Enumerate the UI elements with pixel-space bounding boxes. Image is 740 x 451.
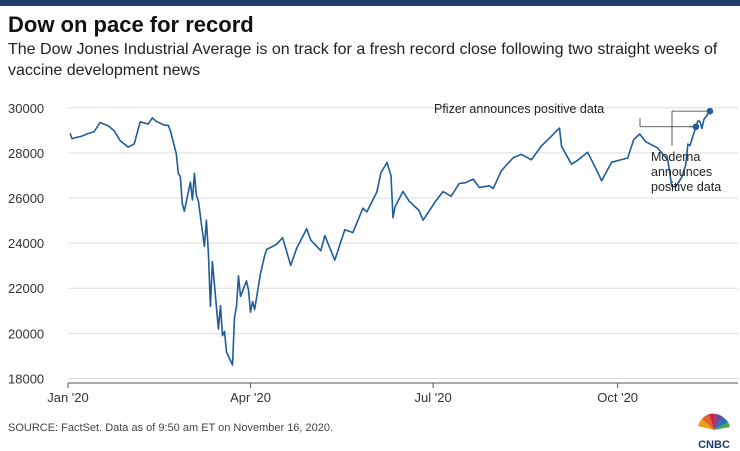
y-tick-label: 18000 <box>8 371 44 386</box>
chart-title: Dow on pace for record <box>8 12 254 37</box>
y-tick-label: 24000 <box>8 236 44 251</box>
y-tick-label: 22000 <box>8 281 44 296</box>
cnbc-logo: CNBC <box>698 413 730 450</box>
source-note: SOURCE: FactSet. Data as of 9:50 am ET o… <box>8 422 334 434</box>
pfizer-annotation: Pfizer announces positive data <box>434 102 604 116</box>
moderna-marker <box>706 107 714 115</box>
moderna-annotation: Moderna announces positive data <box>651 150 721 194</box>
annotations: Pfizer announces positive data Moderna ann… <box>434 102 721 194</box>
logo-wordmark: CNBC <box>698 439 730 450</box>
x-tick-label: Apr '20 <box>230 390 271 405</box>
x-tick-label: Oct '20 <box>597 390 638 405</box>
chart-subtitle: The Dow Jones Industrial Average is on t… <box>8 41 718 79</box>
y-tick-label: 30000 <box>8 101 44 116</box>
x-tick-label: Jan '20 <box>47 390 89 405</box>
series-layer <box>69 110 711 366</box>
y-tick-label: 20000 <box>8 326 44 341</box>
x-tick-label: Jul '20 <box>415 390 452 405</box>
y-tick-label: 26000 <box>8 191 44 206</box>
top-accent-bar <box>0 0 740 6</box>
peacock-icon <box>698 413 730 430</box>
pfizer-marker <box>692 123 700 131</box>
y-axis-labels: 18000 20000 22000 24000 26000 28000 30000 <box>8 101 44 387</box>
dow-series-line <box>69 110 711 366</box>
y-tick-label: 28000 <box>8 146 44 161</box>
x-axis: Jan '20 Apr '20 Jul '20 Oct '20 <box>47 382 738 405</box>
gridlines <box>68 107 738 379</box>
